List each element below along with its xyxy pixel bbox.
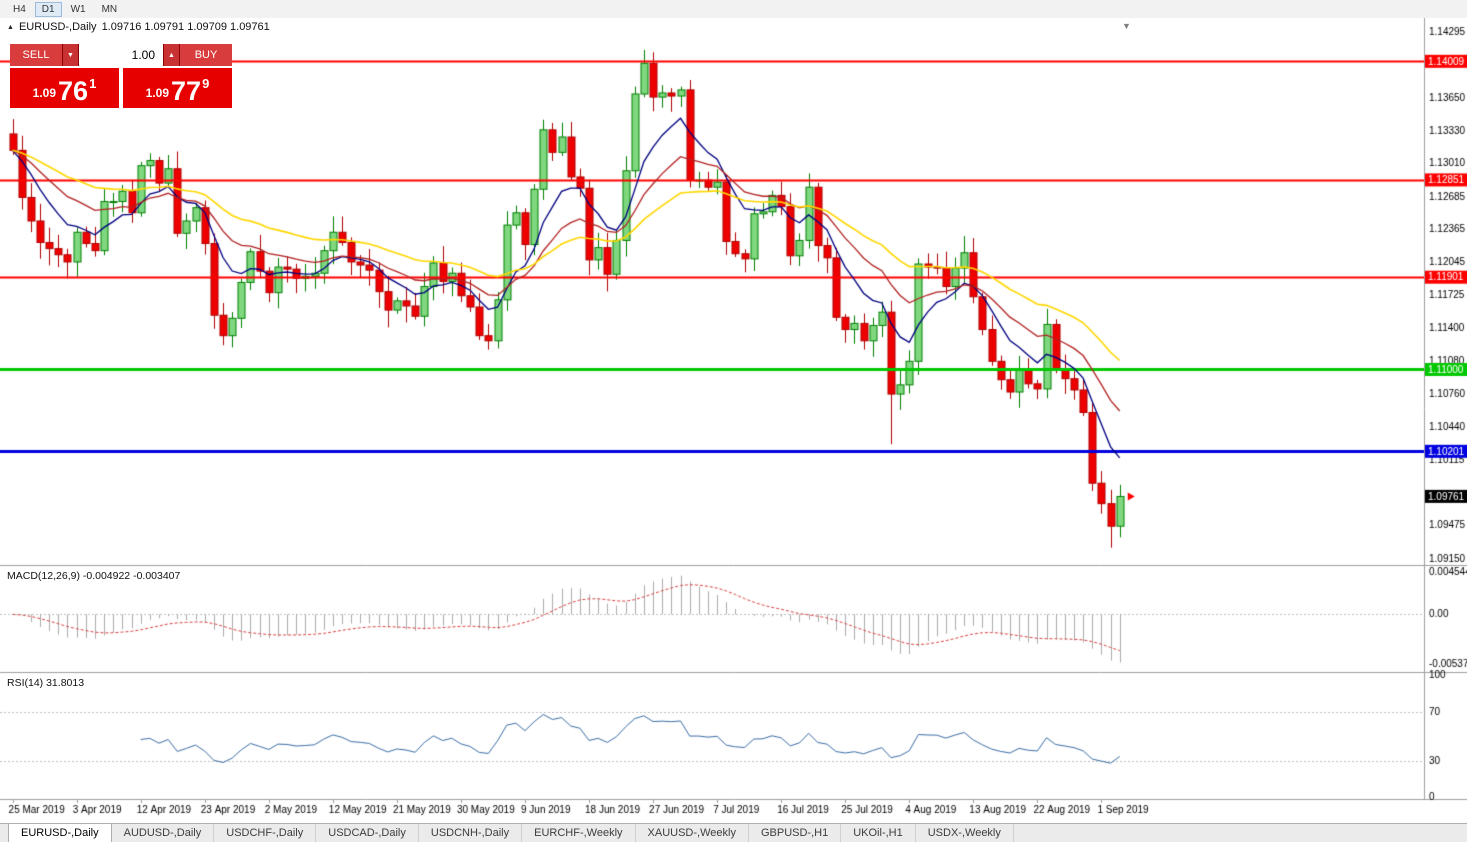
buy-price-pipette: 9 <box>202 76 210 91</box>
sell-price-display[interactable]: 1.09 76 1 <box>10 68 119 108</box>
timeframe-button[interactable]: D1 <box>34 1 62 17</box>
symbol-tab-label: XAUUSD-,Weekly <box>647 827 736 839</box>
chart-shift-marker-icon[interactable]: ▼ <box>1122 21 1131 31</box>
symbol-tab[interactable]: GBPUSD-,H1 <box>748 824 842 842</box>
chart-symbol-period: EURUSD-,Daily <box>18 21 97 33</box>
timeframe-switcher: H4 D1 W1 MN <box>6 1 125 17</box>
symbol-tab[interactable]: EURUSD-,Daily <box>8 824 112 842</box>
buy-button[interactable]: BUY <box>180 44 232 66</box>
symbol-tab[interactable]: UKOil-,H1 <box>841 824 916 842</box>
symbol-tab[interactable]: XAUUSD-,Weekly <box>635 824 749 842</box>
one-click-trading-panel: SELL ▼ ▲ BUY 1.09 76 1 1.09 77 9 <box>10 44 232 108</box>
timeframe-button[interactable]: MN <box>95 2 125 17</box>
symbol-tab-label: EURCHF-,Weekly <box>534 827 623 839</box>
symbol-tab-label: USDCNH-,Daily <box>430 827 510 839</box>
symbol-tab-label: USDCHF-,Daily <box>226 827 304 839</box>
timeframe-button[interactable]: W1 <box>64 2 93 17</box>
timeframe-button[interactable]: H4 <box>6 2 33 17</box>
symbol-tab[interactable]: USDX-,Weekly <box>915 824 1014 842</box>
symbol-tab[interactable]: AUDUSD-,Daily <box>111 824 215 842</box>
sell-price-pipette: 1 <box>89 76 97 91</box>
macd-indicator-label: MACD(12,26,9) -0.004922 -0.003407 <box>7 570 181 582</box>
chart-ohlc-values: 1.09716 1.09791 1.09709 1.09761 <box>101 21 270 33</box>
symbol-tab-label: EURUSD-,Daily <box>21 827 99 839</box>
sell-button[interactable]: SELL <box>10 44 62 66</box>
volume-up-button[interactable]: ▲ <box>164 44 179 66</box>
one-click-top-row: SELL ▼ ▲ BUY <box>10 44 232 66</box>
top-toolbar: H4 D1 W1 MN <box>0 0 1467 19</box>
symbol-tab-label: AUDUSD-,Daily <box>123 827 202 839</box>
buy-price-big-digits: 77 <box>171 76 202 107</box>
symbol-tab[interactable]: USDCHF-,Daily <box>214 824 317 842</box>
chart-expand-icon[interactable]: ▲ <box>7 23 14 31</box>
symbol-tab[interactable]: EURCHF-,Weekly <box>522 824 636 842</box>
buy-price-display[interactable]: 1.09 77 9 <box>123 68 232 108</box>
volume-input[interactable] <box>79 44 163 66</box>
symbol-tab-label: USDX-,Weekly <box>927 827 1001 839</box>
symbol-tab-label: USDCAD-,Daily <box>328 827 406 839</box>
volume-dropdown-button[interactable]: ▼ <box>63 44 78 66</box>
symbol-tab-label: GBPUSD-,H1 <box>760 827 829 839</box>
chart-canvas[interactable] <box>0 18 1467 824</box>
symbol-tab[interactable]: USDCAD-,Daily <box>316 824 419 842</box>
sell-price-prefix: 1.09 <box>32 86 57 100</box>
sell-price-big-digits: 76 <box>58 76 89 107</box>
symbol-tab-label: UKOil-,H1 <box>853 827 903 839</box>
rsi-indicator-label: RSI(14) 31.8013 <box>7 677 85 689</box>
one-click-price-row: 1.09 76 1 1.09 77 9 <box>10 68 232 108</box>
chart-title: ▲ EURUSD-,Daily 1.09716 1.09791 1.09709 … <box>7 21 270 33</box>
buy-price-prefix: 1.09 <box>145 86 170 100</box>
symbol-tab[interactable]: USDCNH-,Daily <box>418 824 523 842</box>
symbol-tabbar: EURUSD-,Daily AUDUSD-,Daily USDCHF-,Dail… <box>0 823 1467 842</box>
